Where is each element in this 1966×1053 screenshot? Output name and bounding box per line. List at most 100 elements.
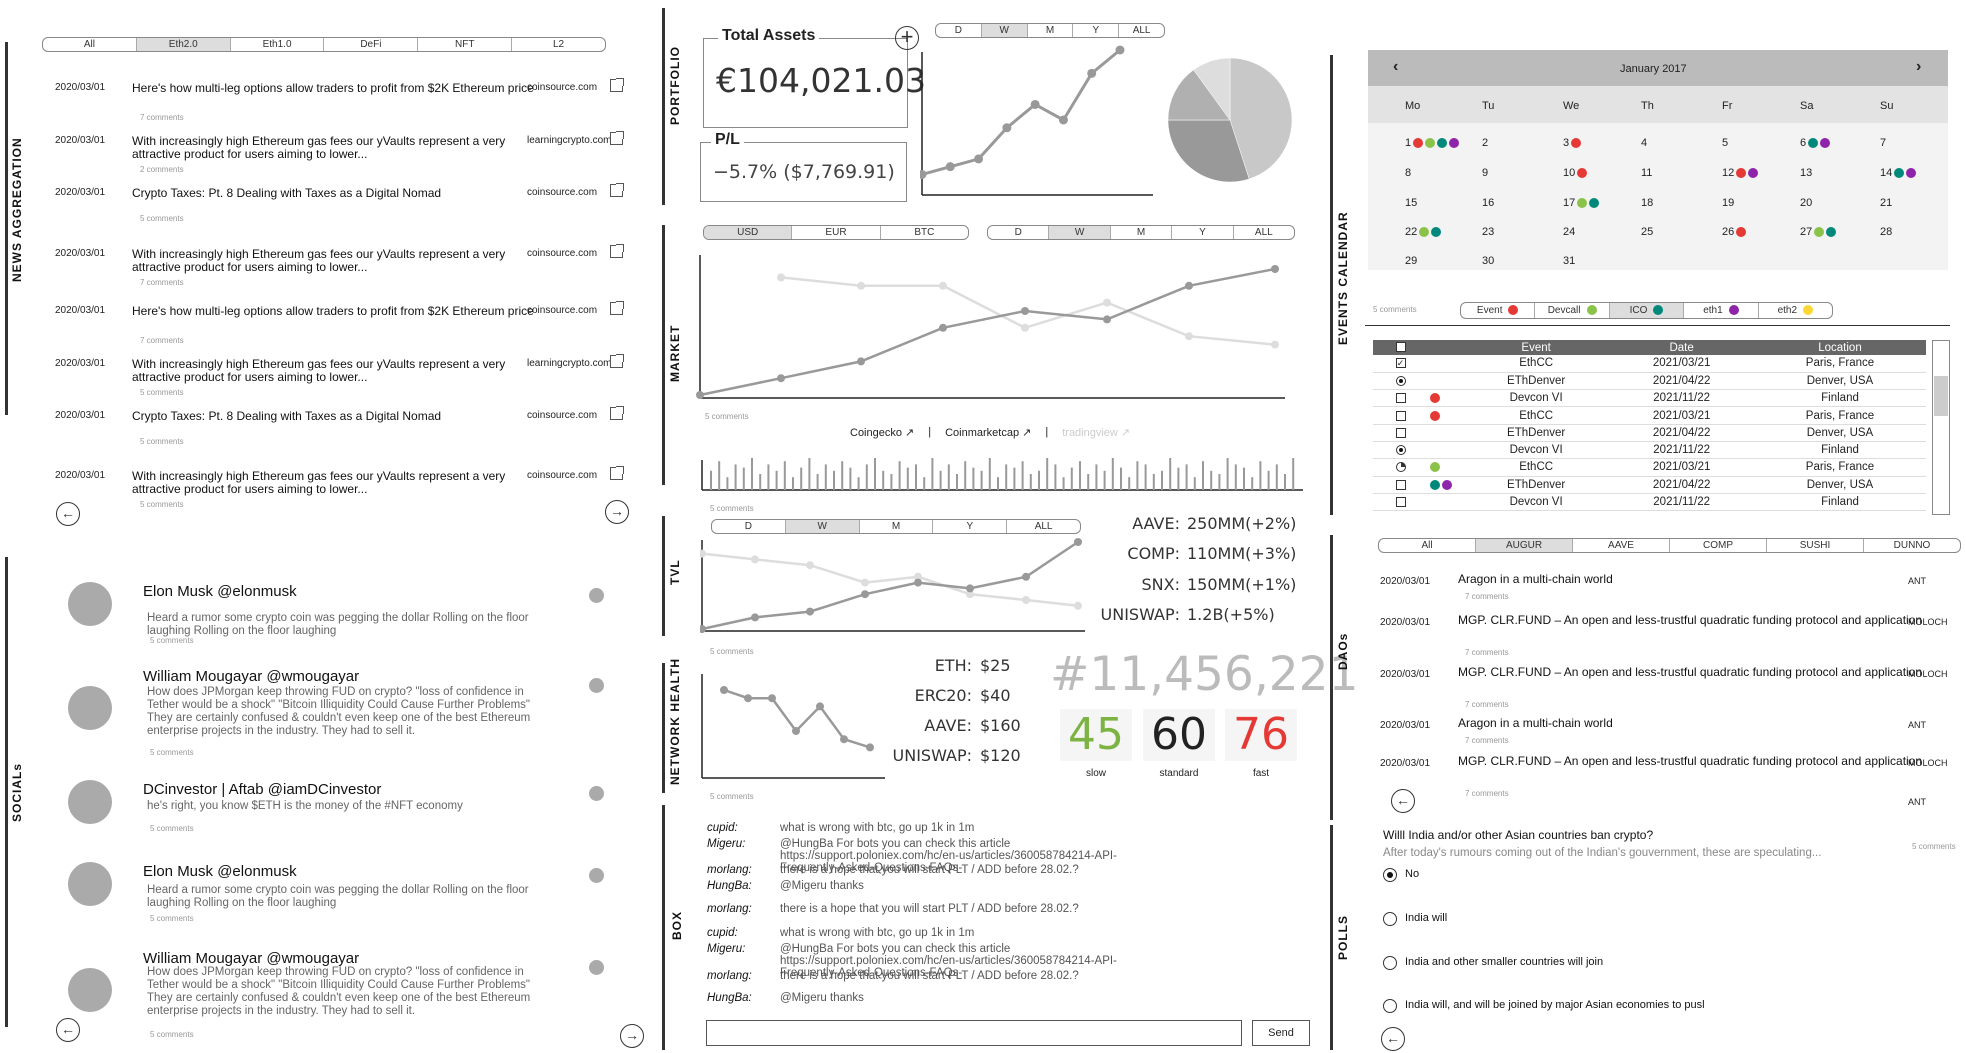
news-comments[interactable]: 5 comments	[140, 437, 184, 446]
select-all-checkbox[interactable]	[1395, 342, 1406, 353]
poll-back-button[interactable]: ←	[1381, 1027, 1405, 1051]
dao-comments[interactable]: 7 comments	[1465, 789, 1509, 798]
external-link-icon[interactable]	[610, 183, 624, 197]
calendar-day[interactable]: 4	[1641, 137, 1716, 149]
poll-radio[interactable]	[1383, 999, 1397, 1013]
social-comments[interactable]: 5 comments	[150, 1030, 194, 1039]
row-select[interactable]	[1373, 424, 1428, 442]
social-author[interactable]: Elon Musk @elonmusk	[143, 863, 297, 880]
tab-nft[interactable]: NFT	[418, 38, 513, 51]
news-source[interactable]: coinsource.com	[527, 410, 598, 421]
legend-ico[interactable]: ICO	[1609, 303, 1685, 318]
socials-forward-button[interactable]: →	[620, 1024, 644, 1048]
calendar-day[interactable]: 9	[1482, 167, 1557, 179]
radio-selected[interactable]	[1395, 375, 1406, 386]
calendar-day[interactable]: 6	[1800, 137, 1875, 149]
calendar-day[interactable]: 5	[1722, 137, 1797, 149]
avatar[interactable]	[68, 686, 112, 730]
news-title[interactable]: Crypto Taxes: Pt. 8 Dealing with Taxes a…	[132, 409, 442, 423]
avatar[interactable]	[68, 780, 112, 824]
calendar-day[interactable]: 23	[1482, 226, 1557, 238]
external-link-icon[interactable]	[610, 301, 624, 315]
news-title[interactable]: With increasingly high Ethereum gas fees…	[132, 247, 506, 274]
social-author[interactable]: William Mougayar @wmougayar	[143, 668, 360, 685]
news-source[interactable]: coinsource.com	[527, 82, 598, 93]
chat-user[interactable]: cupid:	[707, 927, 738, 939]
dao-comments[interactable]: 7 comments	[1465, 736, 1509, 745]
column-header[interactable]: Location	[1754, 340, 1926, 355]
tab-eur[interactable]: EUR	[792, 226, 881, 239]
calendar-day[interactable]: 3	[1563, 137, 1638, 149]
table-row[interactable]: EThDenver 2021/04/22 Denver, USA	[1373, 424, 1926, 442]
tab-eth2-0[interactable]: Eth2.0	[136, 38, 231, 51]
social-comments[interactable]: 5 comments	[150, 636, 194, 645]
tab-m[interactable]: M	[1028, 24, 1074, 37]
tab-w[interactable]: W	[785, 520, 860, 533]
calendar-day[interactable]: 22	[1405, 226, 1480, 238]
chat-user[interactable]: HungBa:	[707, 992, 752, 1004]
calendar-day[interactable]: 16	[1482, 197, 1557, 209]
news-forward-button[interactable]: →	[605, 500, 629, 524]
calendar-day[interactable]: 26	[1722, 226, 1797, 238]
calendar-next-button[interactable]: ›	[1916, 58, 1922, 75]
send-button[interactable]: Send	[1252, 1020, 1310, 1046]
social-author[interactable]: William Mougayar @wmougayar	[143, 950, 360, 967]
tab-m[interactable]: M	[1111, 226, 1173, 239]
dao-tag[interactable]: MOLOCH	[1908, 617, 1948, 627]
avatar[interactable]	[68, 862, 112, 906]
tab-w[interactable]: W	[981, 24, 1028, 37]
retweet-icon[interactable]	[589, 588, 604, 603]
tab-usd[interactable]: USD	[704, 226, 793, 239]
dao-back-button[interactable]: ←	[1391, 789, 1415, 813]
external-link-icon[interactable]	[610, 466, 624, 480]
news-source[interactable]: coinsource.com	[527, 305, 598, 316]
calendar-day[interactable]: 30	[1482, 255, 1557, 267]
news-title[interactable]: Here's how multi-leg options allow trade…	[132, 304, 534, 318]
tab-eth1-0[interactable]: Eth1.0	[231, 38, 325, 51]
tab-augur[interactable]: AUGUR	[1476, 539, 1573, 552]
row-select[interactable]	[1373, 493, 1428, 512]
tab-all[interactable]: All	[43, 38, 137, 51]
tab-all[interactable]: ALL	[1132, 25, 1151, 36]
radio-selected[interactable]	[1395, 445, 1406, 456]
tab-all[interactable]: ALL	[1254, 227, 1273, 238]
calendar-day[interactable]: 20	[1800, 197, 1875, 209]
calendar-day[interactable]: 19	[1722, 197, 1797, 209]
tab-dunno[interactable]: DUNNO	[1893, 540, 1931, 551]
table-row[interactable]: ✓ EthCC 2021/03/21 Paris, France	[1373, 355, 1926, 373]
row-select[interactable]	[1373, 406, 1428, 425]
tab-sushi[interactable]: SUSHI	[1767, 539, 1864, 552]
dao-tag[interactable]: MOLOCH	[1908, 758, 1948, 768]
checked-checkbox[interactable]: ✓	[1395, 358, 1406, 369]
select-all-header[interactable]	[1373, 340, 1428, 355]
dao-title[interactable]: MGP. CLR.FUND – An open and less-trustfu…	[1458, 754, 1923, 768]
social-comments[interactable]: 5 comments	[150, 914, 194, 923]
tab-d[interactable]: D	[988, 226, 1050, 239]
column-header[interactable]: Date	[1609, 340, 1754, 355]
news-source[interactable]: learningcrypto.com	[527, 358, 612, 369]
dao-title[interactable]: MGP. CLR.FUND – An open and less-trustfu…	[1458, 613, 1923, 627]
tab-y[interactable]: Y	[1073, 24, 1120, 37]
news-comments[interactable]: 5 comments	[140, 214, 184, 223]
news-comments[interactable]: 7 comments	[140, 113, 184, 122]
row-select[interactable]	[1373, 458, 1428, 477]
row-checkbox[interactable]	[1395, 393, 1406, 404]
add-asset-button[interactable]: +	[895, 26, 919, 50]
social-author[interactable]: DCinvestor | Aftab @iamDCinvestor	[143, 781, 382, 798]
calendar-day[interactable]: 11	[1641, 167, 1716, 179]
retweet-icon[interactable]	[589, 786, 604, 801]
market-link[interactable]: Coingecko ↗	[850, 427, 915, 439]
calendar-day[interactable]: 24	[1563, 226, 1638, 238]
dao-title[interactable]: Aragon in a multi-chain world	[1458, 716, 1613, 730]
news-comments[interactable]: 7 comments	[140, 278, 184, 287]
tab-y[interactable]: Y	[933, 520, 1008, 533]
row-select[interactable]	[1373, 441, 1428, 460]
dao-tag[interactable]: ANT	[1908, 576, 1926, 586]
table-row[interactable]: Devcon VI 2021/11/22 Finland	[1373, 389, 1926, 408]
tab-y[interactable]: Y	[1172, 226, 1234, 239]
external-link-icon[interactable]	[610, 131, 624, 145]
row-select[interactable]	[1373, 372, 1428, 391]
dao-tag[interactable]: ANT	[1908, 720, 1926, 730]
calendar-day[interactable]: 2	[1482, 137, 1557, 149]
tab-l2[interactable]: L2	[552, 39, 565, 50]
